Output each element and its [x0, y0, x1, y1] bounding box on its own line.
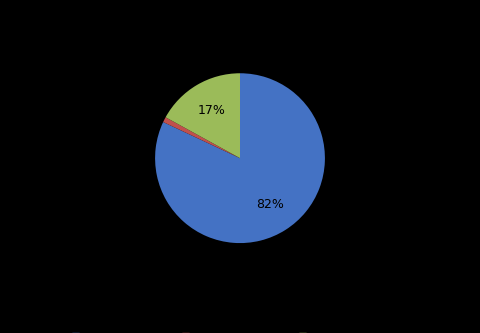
Wedge shape: [163, 117, 240, 158]
Wedge shape: [166, 73, 240, 158]
Text: 17%: 17%: [198, 104, 226, 117]
Text: 82%: 82%: [256, 198, 284, 211]
Wedge shape: [155, 73, 325, 243]
Legend: Wages & Salaries, Employee Benefits, Operating Expenses: Wages & Salaries, Employee Benefits, Ope…: [68, 328, 412, 333]
